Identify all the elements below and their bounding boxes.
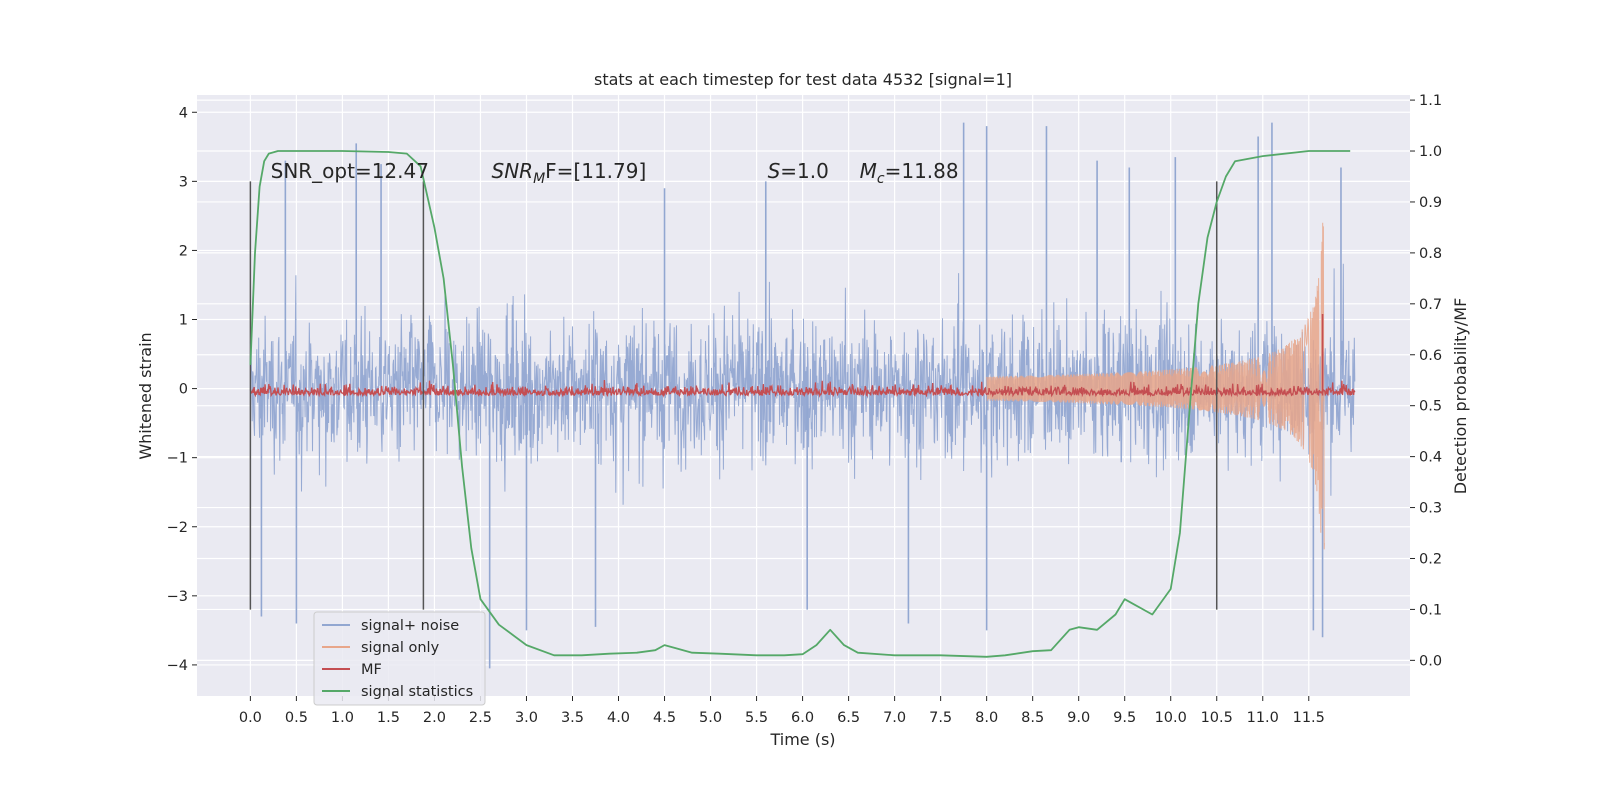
y-tick-label-8: 4 [179, 105, 188, 121]
legend-label-1: signal only [361, 640, 440, 656]
x-tick-label-4: 2.0 [423, 710, 446, 726]
x-tick-label-17: 8.5 [1021, 710, 1044, 726]
x-tick-label-22: 11.0 [1247, 710, 1279, 726]
series-signal-only [986, 222, 1325, 550]
y-tick-label-6: 2 [179, 243, 188, 259]
y2-tick-label-5: 0.5 [1419, 399, 1442, 415]
y-tick-label-1: −3 [167, 589, 188, 605]
signal-statistics-line [249, 150, 1351, 658]
annotation-1: SNRMF=[11.79] [492, 159, 647, 187]
y-tick-label-3: −1 [167, 451, 188, 467]
annotation-2: S=1.0 [768, 159, 829, 183]
x-tick-label-14: 7.0 [883, 710, 906, 726]
y-tick-label-2: −2 [167, 520, 188, 536]
x-axis-label: Time (s) [769, 730, 835, 749]
legend-box [313, 611, 486, 706]
series-signal-statistics [249, 150, 1351, 658]
x-tick-label-12: 6.0 [791, 710, 814, 726]
annotation-0: SNR_opt=12.47 [271, 159, 429, 183]
y2-tick-label-10: 1.0 [1419, 144, 1442, 160]
y2-tick-label-11: 1.1 [1419, 93, 1442, 109]
y2-tick-label-7: 0.7 [1419, 297, 1442, 313]
signal-only-trace [986, 222, 1325, 550]
y2-tick-label-1: 0.1 [1419, 602, 1442, 618]
axis-ticks: 0.0 0.5 1.0 1.5 2.0 2.5 3.0 3.5 4.0 4.5 5.0 5.5 6.0 6… [167, 93, 1442, 726]
x-tick-label-2: 1.0 [331, 710, 354, 726]
legend-label-2: MF [361, 662, 382, 678]
y2-tick-label-2: 0.2 [1419, 551, 1442, 567]
x-tick-label-8: 4.0 [607, 710, 630, 726]
x-tick-label-15: 7.5 [929, 710, 952, 726]
y-tick-label-0: −4 [167, 658, 188, 674]
y-tick-label-5: 1 [179, 313, 188, 329]
y2-tick-label-3: 0.3 [1419, 501, 1442, 517]
vertical-markers [249, 181, 1218, 610]
x-tick-label-0: 0.0 [239, 710, 262, 726]
y2-tick-label-4: 0.4 [1419, 450, 1442, 466]
x-tick-label-13: 6.5 [837, 710, 860, 726]
y2-tick-label-8: 0.8 [1419, 246, 1442, 262]
annotations: SNR_opt=12.47 SNRMF=[11.79] S=1.0 Mc=11.88 [271, 159, 959, 187]
x-tick-label-21: 10.5 [1201, 710, 1233, 726]
noise-trace [249, 263, 1356, 505]
y2-tick-label-6: 0.6 [1419, 348, 1442, 364]
x-tick-label-18: 9.0 [1067, 710, 1090, 726]
legend-label-0: signal+ noise [361, 618, 459, 634]
series-mf [249, 314, 1356, 398]
legend-label-3: signal statistics [361, 684, 473, 700]
x-tick-label-19: 9.5 [1113, 710, 1136, 726]
y-tick-label-4: 0 [179, 382, 188, 398]
mf-trace [249, 379, 1356, 398]
y2-axis-label: Detection probability/MF [1451, 298, 1470, 495]
x-tick-label-11: 5.5 [745, 710, 768, 726]
legend: signal+ noise signal only MF signal statist… [313, 611, 486, 706]
x-tick-label-3: 1.5 [377, 710, 400, 726]
y2-tick-label-0: 0.0 [1419, 653, 1442, 669]
x-tick-label-16: 8.0 [975, 710, 998, 726]
x-tick-label-6: 3.0 [515, 710, 538, 726]
x-tick-label-23: 11.5 [1293, 710, 1325, 726]
annotation-3: Mc=11.88 [860, 159, 959, 187]
chart-title: stats at each timestep for test data 453… [594, 70, 1012, 89]
x-tick-label-1: 0.5 [285, 710, 308, 726]
x-tick-label-9: 4.5 [653, 710, 676, 726]
x-tick-label-5: 2.5 [469, 710, 492, 726]
x-tick-label-20: 10.0 [1155, 710, 1187, 726]
x-tick-label-10: 5.0 [699, 710, 722, 726]
y-axis-label: Whitened strain [136, 332, 155, 459]
y-tick-label-7: 3 [179, 174, 188, 190]
x-tick-label-7: 3.5 [561, 710, 584, 726]
y2-tick-label-9: 0.9 [1419, 195, 1442, 211]
